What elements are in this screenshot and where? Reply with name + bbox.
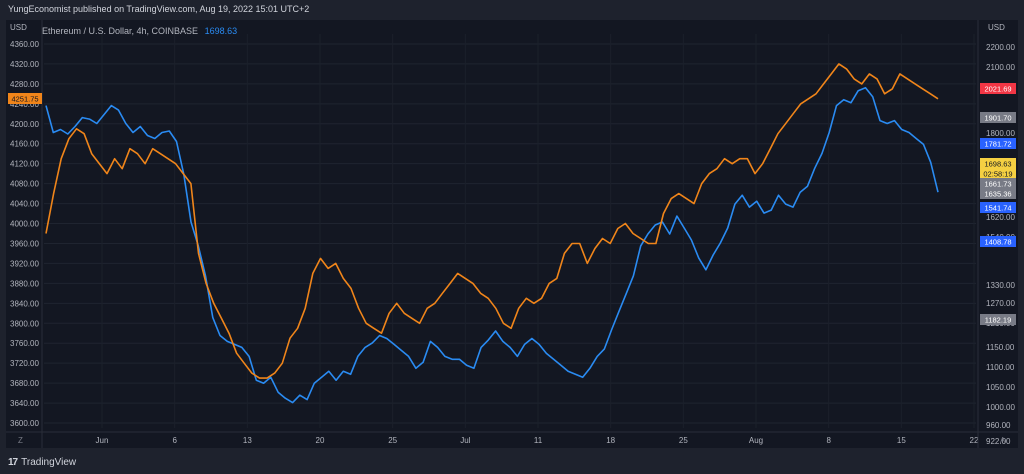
left-tick-label: 3840.00 (10, 299, 39, 308)
footer: 17 TradingView (8, 457, 76, 468)
left-tick-label: 4280.00 (10, 80, 39, 89)
right-price-tag-label: 1408.78 (984, 238, 1011, 247)
right-price-tag (980, 168, 1016, 179)
right-tick-label: 1000.00 (986, 403, 1015, 412)
x-tick-label: 25 (679, 436, 688, 445)
right-price-tag-label: 02:58:19 (983, 170, 1012, 179)
right-price-tag (980, 83, 1016, 94)
left-tick-label: 3640.00 (10, 399, 39, 408)
right-price-tag (980, 202, 1016, 213)
x-tick-label: 22 (970, 436, 979, 445)
x-tick-label: 18 (606, 436, 615, 445)
left-tick-label: 3880.00 (10, 279, 39, 288)
right-price-tag (980, 188, 1016, 199)
right-price-tag (980, 112, 1016, 123)
right-tick-label: 2200.00 (986, 43, 1015, 52)
auto-scale-icon: A (1000, 436, 1006, 445)
right-price-tag (980, 314, 1016, 325)
right-tick-label: 1620.00 (986, 213, 1015, 222)
footer-brand: TradingView (21, 457, 77, 468)
right-price-tag-label: 1901.70 (984, 114, 1011, 123)
right-price-tag-label: 1661.73 (984, 180, 1011, 189)
right-price-tag (980, 236, 1016, 247)
right-tick-label: 1330.00 (986, 281, 1015, 290)
left-tick-label: 4160.00 (10, 140, 39, 149)
right-tick-label: 1100.00 (986, 363, 1015, 372)
right-tick-label: 1150.00 (986, 343, 1015, 352)
chart-frame[interactable]: USD 4360.00 4320.00 4280.00 4240.00 4200.00 41… (6, 20, 1018, 448)
left-tick-label: 4240.00 (10, 100, 39, 109)
chart-legend: Ethereum / U.S. Dollar, 4h, COINBASE 169… (42, 26, 237, 36)
x-tick-label: Jun (96, 436, 109, 445)
left-tick-label: 4120.00 (10, 160, 39, 169)
right-price-tag-label: 1635.36 (984, 190, 1011, 199)
left-tick-label: 3600.00 (10, 419, 39, 428)
left-axis-title: USD (10, 23, 27, 32)
x-tick-label: Aug (749, 436, 763, 445)
right-price-tag (980, 158, 1016, 169)
comparison-line[interactable] (45, 63, 939, 379)
left-tick-label: 4320.00 (10, 60, 39, 69)
left-tick-label: 4360.00 (10, 40, 39, 49)
left-price-tag (8, 93, 42, 104)
left-tick-label: 3920.00 (10, 259, 39, 268)
eth-price-line[interactable] (45, 86, 939, 404)
right-price-tag-label: 2021.69 (984, 85, 1011, 94)
right-tick-label: 922.00 (986, 437, 1011, 446)
right-price-tag (980, 178, 1016, 189)
left-tick-label: 3960.00 (10, 239, 39, 248)
right-price-tag-label: 1698.63 (984, 160, 1011, 169)
right-price-tag-label: 1182.19 (985, 316, 1012, 325)
right-price-tag (980, 138, 1016, 149)
x-tick-label: 15 (897, 436, 906, 445)
left-price-tag-label: 4251.75 (11, 95, 38, 104)
left-tick-label: 4200.00 (10, 120, 39, 129)
x-tick-label: 25 (388, 436, 397, 445)
left-tick-label: 3800.00 (10, 319, 39, 328)
left-tick-label: 4080.00 (10, 180, 39, 189)
right-tick-label: 1050.00 (986, 383, 1015, 392)
x-tick-label: Jul (460, 436, 470, 445)
publisher-line: YungEconomist published on TradingView.c… (8, 4, 310, 14)
x-tick-label: 13 (243, 436, 252, 445)
right-tick-label: 1800.00 (986, 129, 1015, 138)
legend-symbol: Ethereum / U.S. Dollar, 4h, COINBASE (42, 26, 199, 36)
left-tick-label: 3720.00 (10, 359, 39, 368)
zoom-icon: Z (18, 436, 23, 445)
tradingview-logo-icon: 17 (8, 457, 18, 468)
right-tick-label: 1270.00 (986, 299, 1015, 308)
legend-price: 1698.63 (204, 26, 238, 36)
right-price-tag-label: 1781.72 (984, 140, 1011, 149)
right-price-tag-label: 1541.74 (984, 204, 1011, 213)
left-tick-label: 3760.00 (10, 339, 39, 348)
x-tick-label: 8 (826, 436, 831, 445)
x-tick-label: 20 (316, 436, 325, 445)
right-tick-label: 960.00 (986, 421, 1011, 430)
left-tick-label: 4000.00 (10, 220, 39, 229)
x-tick-label: 11 (534, 436, 543, 445)
right-tick-label: 2100.00 (986, 63, 1015, 72)
right-axis-title: USD (988, 23, 1005, 32)
x-tick-label: 6 (172, 436, 177, 445)
left-tick-label: 4040.00 (10, 200, 39, 209)
left-tick-label: 3680.00 (10, 379, 39, 388)
price-chart[interactable]: USD 4360.00 4320.00 4280.00 4240.00 4200.00 41… (6, 20, 1018, 448)
